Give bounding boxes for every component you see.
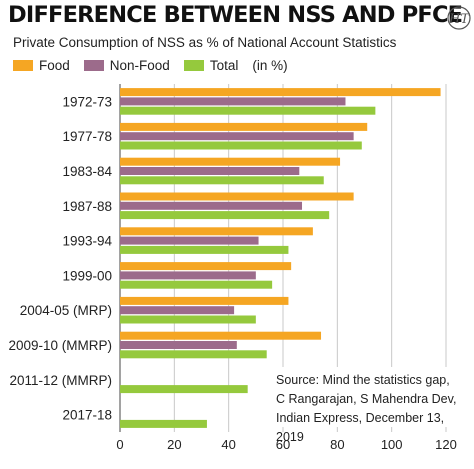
bar-nonfood-3 [120, 201, 303, 210]
legend-label-total: Total [209, 58, 239, 73]
source-line-2: C Rangarajan, S Mahendra Dev, [276, 392, 457, 406]
bar-food-5 [120, 262, 292, 271]
y-category-label: 1983-84 [62, 164, 112, 179]
y-category-label: 1972-73 [62, 94, 112, 109]
x-tick-label: 80 [330, 437, 344, 452]
y-category-label: 2017-18 [62, 408, 112, 423]
chart-legend: Food Non-Food Total (in %) [13, 58, 288, 73]
y-category-label: 1993-94 [62, 234, 112, 249]
bar-total-3 [120, 211, 330, 220]
bar-food-1 [120, 122, 368, 131]
bar-food-0 [120, 88, 441, 97]
bar-nonfood-0 [120, 97, 346, 106]
y-category-label: 2009-10 (MMRP) [8, 338, 112, 353]
x-tick-label: 0 [116, 437, 123, 452]
legend-unit: (in %) [252, 58, 288, 73]
y-category-label: 1987-88 [62, 199, 112, 214]
legend-label-food: Food [39, 58, 70, 73]
legend-swatch-nonfood [83, 60, 104, 71]
x-tick-label: 40 [221, 437, 235, 452]
bar-total-7 [120, 350, 267, 359]
bar-nonfood-4 [120, 236, 259, 245]
source-line-3: Indian Express, December 13, 2019 [276, 411, 445, 444]
y-category-label: 2004-05 (MRP) [20, 303, 112, 318]
x-tick-label: 20 [167, 437, 181, 452]
legend-item-total: Total [183, 58, 239, 73]
bar-total-8 [120, 385, 248, 394]
y-category-label: 2011-12 (MMRP) [9, 373, 112, 388]
x-tick-label: 120 [435, 437, 457, 452]
bar-total-2 [120, 176, 324, 185]
bar-nonfood-7 [120, 341, 237, 349]
bar-total-5 [120, 280, 273, 289]
source-line-1: Source: Mind the statistics gap, [276, 373, 450, 387]
bar-total-6 [120, 315, 256, 324]
bar-food-3 [120, 192, 354, 201]
bar-total-0 [120, 106, 376, 115]
x-tick-label: 60 [276, 437, 290, 452]
source-note: Source: Mind the statistics gap, C Ranga… [270, 367, 463, 444]
bar-food-2 [120, 157, 341, 166]
bar-nonfood-5 [120, 271, 256, 280]
bar-food-4 [120, 227, 313, 236]
x-tick-label: 100 [381, 437, 403, 452]
bar-food-7 [120, 331, 322, 340]
bar-total-9 [120, 419, 207, 428]
legend-label-nonfood: Non-Food [109, 58, 170, 73]
svg-text:HT: HT [448, 12, 470, 27]
ht-logo: HT [447, 3, 471, 33]
y-category-label: 1999-00 [62, 268, 112, 283]
bar-nonfood-2 [120, 167, 300, 175]
bar-nonfood-6 [120, 306, 235, 315]
bar-food-6 [120, 296, 289, 305]
legend-item-food: Food [13, 58, 70, 73]
chart-subtitle: Private Consumption of NSS as % of Natio… [13, 35, 397, 50]
legend-item-nonfood: Non-Food [83, 58, 170, 73]
bar-nonfood-1 [120, 132, 354, 141]
bar-total-4 [120, 245, 289, 254]
y-category-label: 1977-78 [62, 129, 112, 144]
chart-title: DIFFERENCE BETWEEN NSS AND PFCE [8, 2, 463, 28]
bar-total-1 [120, 141, 362, 150]
legend-swatch-food [13, 60, 33, 71]
legend-swatch-total [183, 60, 204, 71]
